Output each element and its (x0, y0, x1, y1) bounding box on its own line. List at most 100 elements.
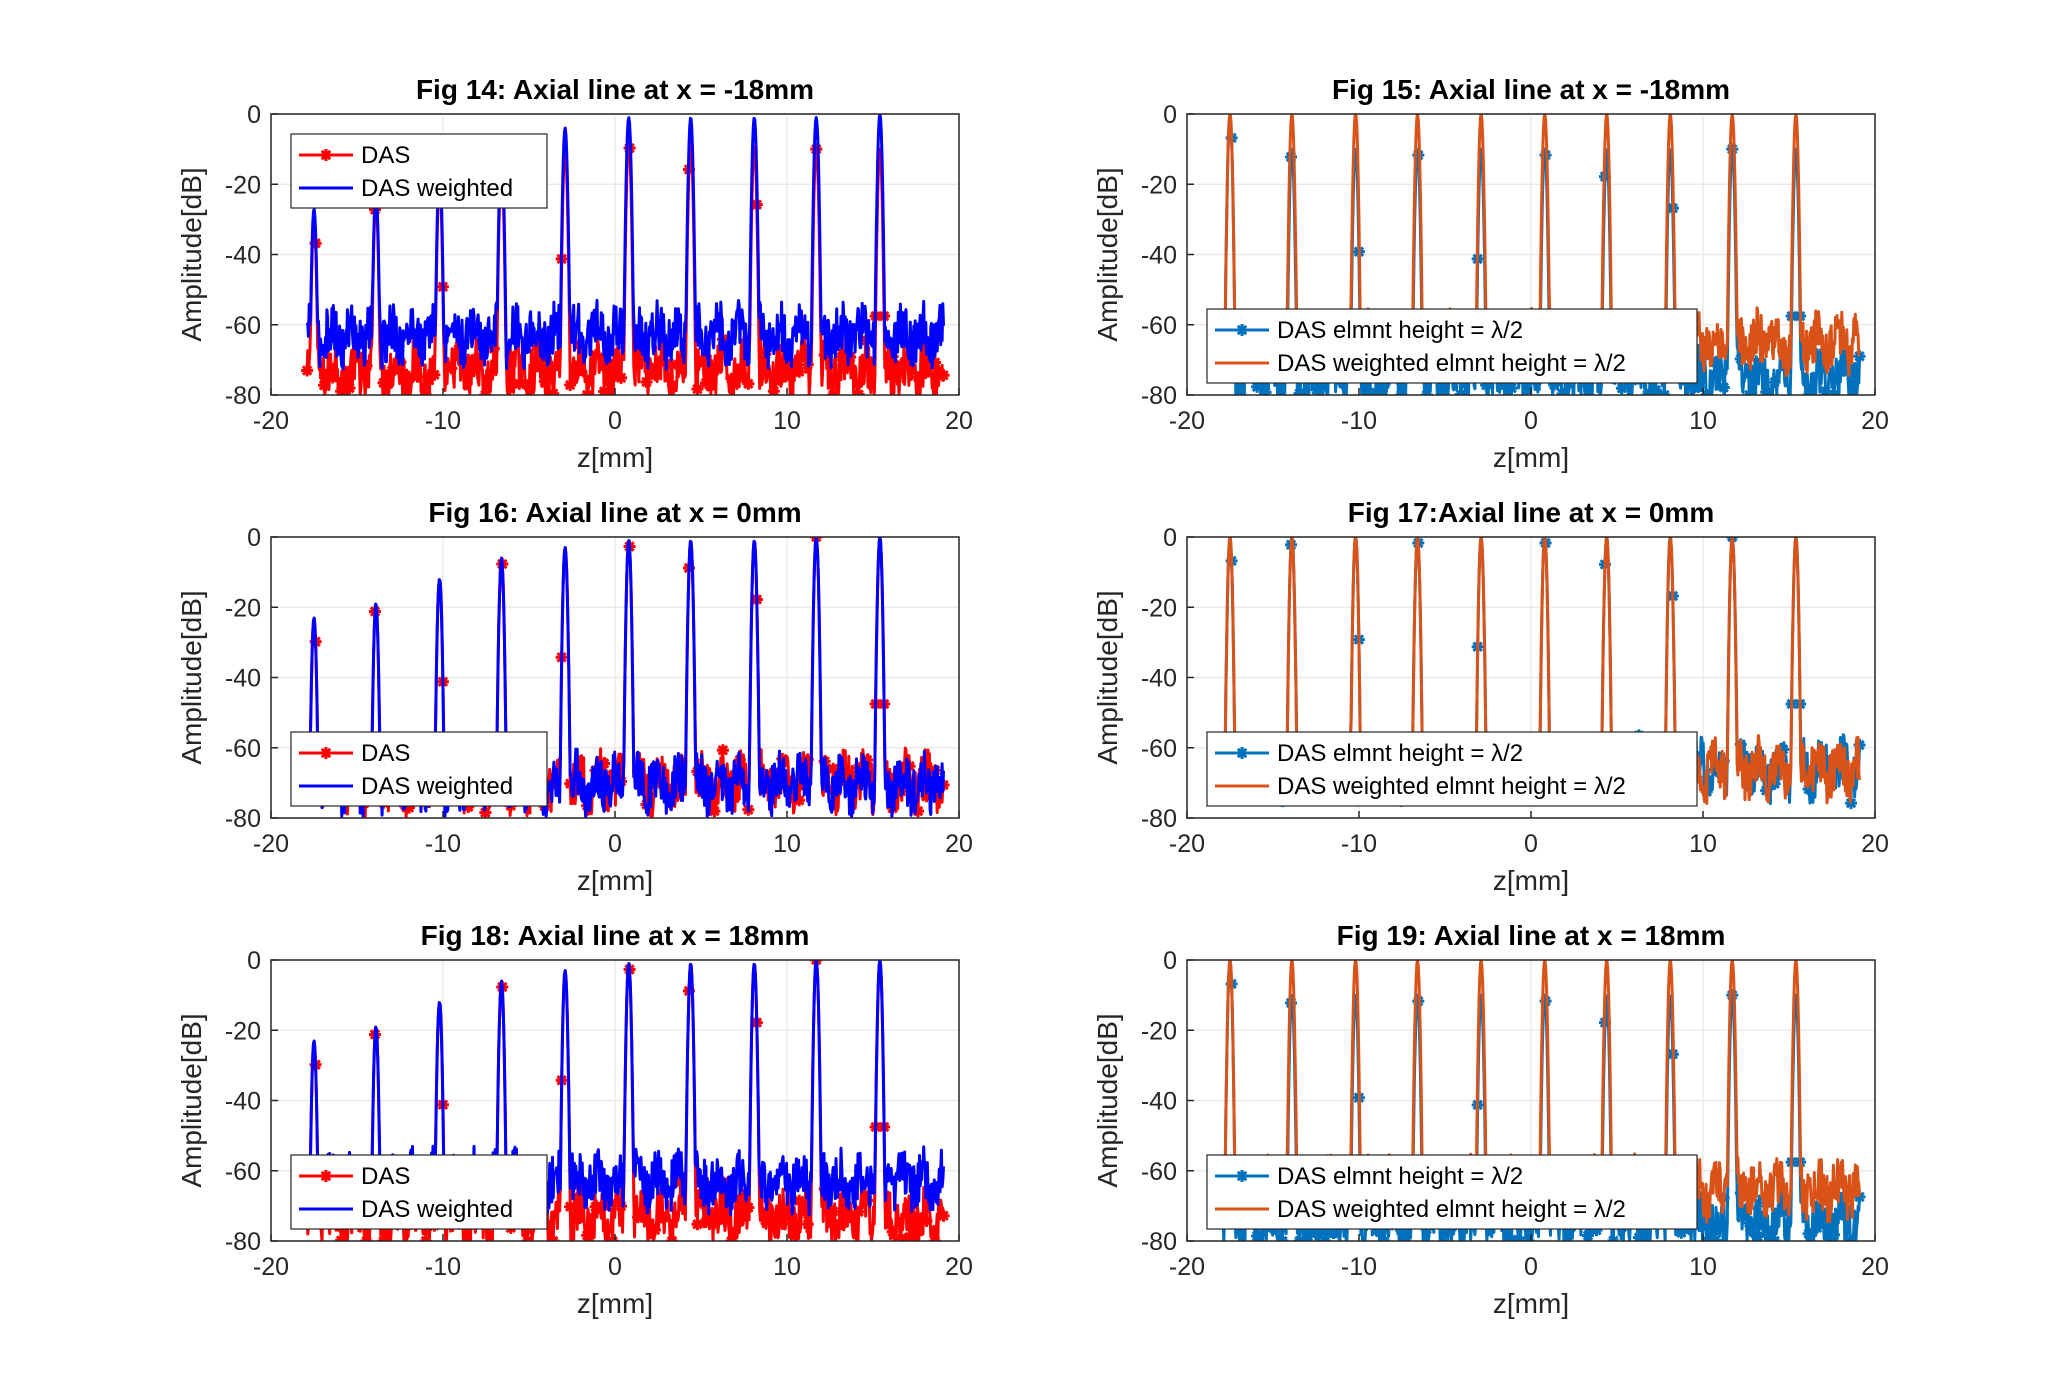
y-axis-label: Amplitude[dB] (1092, 1013, 1123, 1187)
series-marker-1 (632, 1211, 645, 1224)
y-axis-label: Amplitude[dB] (176, 167, 207, 341)
legend-marker-1 (320, 1170, 332, 1182)
series-marker-1 (1505, 382, 1518, 395)
series-marker-1 (1658, 389, 1671, 395)
y-tick-label: -20 (1141, 1017, 1177, 1045)
legend-box (290, 133, 548, 209)
y-tick-label: -20 (1141, 594, 1177, 622)
series-marker-1 (615, 1200, 628, 1213)
series-marker-1 (521, 1235, 534, 1241)
series-marker-1 (716, 744, 729, 757)
x-axis-label: z[mm] (1493, 1288, 1569, 1319)
y-tick-label: 0 (247, 101, 261, 129)
series-marker-1 (385, 364, 398, 377)
series-marker-1 (1802, 1227, 1815, 1240)
x-tick-label: -10 (425, 1253, 461, 1281)
legend-label-1: DAS elmnt height = λ/2 (1277, 1163, 1523, 1190)
series-marker-1 (1234, 389, 1247, 395)
series-marker-1 (1327, 1227, 1340, 1240)
series-marker-1 (318, 379, 331, 392)
series-marker-1 (564, 1200, 577, 1213)
legend-label-1: DAS (361, 740, 410, 767)
y-tick-label: -60 (1141, 312, 1177, 340)
y-tick-label: -40 (225, 242, 261, 270)
series-marker-1 (411, 370, 424, 383)
series-marker-1 (1802, 389, 1815, 395)
legend-marker-1 (1236, 324, 1248, 336)
series-marker-1 (912, 371, 925, 384)
series-marker-1 (929, 1235, 942, 1241)
y-axis-label: Amplitude[dB] (1092, 590, 1123, 764)
legend-marker-1 (1236, 747, 1248, 759)
series-marker-1 (1632, 1231, 1645, 1241)
series-marker-1 (615, 371, 628, 384)
x-tick-label: -20 (253, 407, 289, 435)
series-marker-1 (1726, 143, 1739, 156)
series-marker-1 (742, 1201, 755, 1214)
legend-box (1206, 308, 1698, 384)
chart-title: Fig 14: Axial line at x = -18mm (416, 74, 814, 105)
series-marker-1 (1743, 1217, 1756, 1230)
legend: DAS elmnt height = λ/2 DAS weighted elmnt… (1206, 308, 1698, 384)
y-tick-label: -80 (225, 805, 261, 833)
series-marker-1 (835, 1218, 848, 1231)
series-marker-1 (767, 385, 780, 395)
series-marker-1 (581, 1229, 594, 1241)
legend: DAS elmnt height = λ/2 DAS weighted elmnt… (1206, 731, 1698, 807)
series-marker-1 (581, 389, 594, 395)
series-marker-1 (733, 363, 746, 376)
legend-marker-1 (1236, 1170, 1248, 1182)
series-marker-1 (1369, 386, 1382, 395)
series-marker-1 (649, 368, 662, 381)
series-marker-1 (1293, 1235, 1306, 1241)
x-tick-label: -10 (425, 830, 461, 858)
series-marker-1 (538, 375, 551, 388)
y-tick-label: -40 (225, 665, 261, 693)
chart-title: Fig 19: Axial line at x = 18mm (1337, 920, 1726, 951)
series-marker-1 (691, 383, 704, 395)
chart-panel-4: -20 -10 0 10 20 -80 -60 -40 -20 0 Fig 17:Axial lin… (1092, 497, 1889, 896)
y-axis-label: Amplitude[dB] (176, 590, 207, 764)
legend-label-2: DAS weighted (361, 773, 513, 800)
y-tick-label: -40 (1141, 1088, 1177, 1116)
series-marker-1 (1251, 1230, 1264, 1241)
legend-box (1206, 1154, 1698, 1230)
x-tick-label: 20 (945, 407, 973, 435)
plot-lines (301, 114, 950, 395)
series-marker-1 (827, 389, 840, 395)
legend-label-2: DAS weighted elmnt height = λ/2 (1277, 350, 1626, 377)
x-tick-label: 0 (1524, 830, 1538, 858)
series-marker-1 (1743, 389, 1756, 395)
y-tick-label: -60 (1141, 735, 1177, 763)
series-marker-1 (640, 375, 653, 388)
series-marker-1 (479, 389, 492, 395)
legend-marker-1 (320, 747, 332, 759)
series-marker-1 (377, 1235, 390, 1241)
x-tick-label: -10 (425, 407, 461, 435)
x-tick-label: 10 (773, 830, 801, 858)
x-tick-label: 0 (608, 830, 622, 858)
series-marker-1 (742, 377, 755, 390)
series-marker-1 (699, 376, 712, 389)
y-tick-label: -80 (1141, 805, 1177, 833)
y-tick-label: 0 (1163, 101, 1177, 129)
series-marker-1 (793, 365, 806, 378)
series-marker-1 (725, 1235, 738, 1241)
chart-panel-2: -20 -10 0 10 20 -80 -60 -40 -20 0 Fig 15: Axial li… (1092, 74, 1889, 473)
series-marker-1 (428, 368, 441, 381)
series-marker-1 (301, 364, 314, 377)
series-marker-1 (1692, 380, 1705, 393)
series-marker-1 (1615, 382, 1628, 395)
series-marker-1 (1420, 389, 1433, 395)
series-marker-1 (1251, 380, 1264, 393)
series-marker-1 (1395, 389, 1408, 395)
series-marker-1 (1378, 1235, 1391, 1241)
series-marker-1 (776, 358, 789, 371)
series-marker-1 (547, 1235, 560, 1241)
series-marker-1 (852, 1205, 865, 1218)
x-tick-label: -10 (1341, 830, 1377, 858)
legend-label-1: DAS (361, 142, 410, 169)
series-marker-1 (1581, 389, 1594, 395)
chart-title: Fig 16: Axial line at x = 0mm (428, 497, 801, 528)
series-marker-1 (937, 1209, 950, 1222)
